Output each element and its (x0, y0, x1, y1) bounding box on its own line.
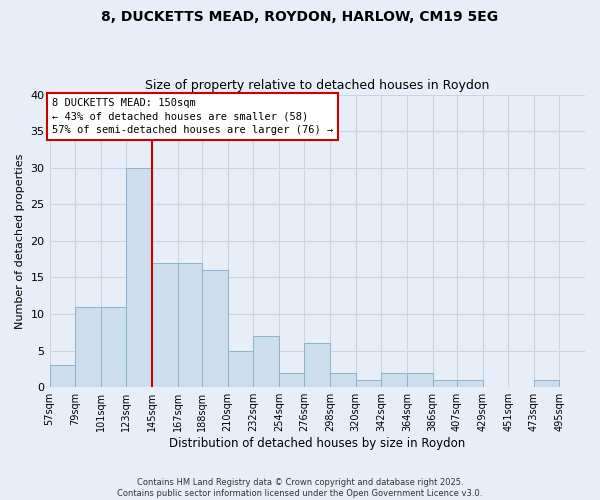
Text: 8 DUCKETTS MEAD: 150sqm
← 43% of detached houses are smaller (58)
57% of semi-de: 8 DUCKETTS MEAD: 150sqm ← 43% of detache… (52, 98, 333, 134)
Text: Contains HM Land Registry data © Crown copyright and database right 2025.
Contai: Contains HM Land Registry data © Crown c… (118, 478, 482, 498)
Bar (381, 372, 407, 387)
Y-axis label: Number of detached properties: Number of detached properties (15, 153, 25, 328)
Bar (356, 380, 381, 387)
Bar (50, 366, 75, 387)
Title: Size of property relative to detached houses in Roydon: Size of property relative to detached ho… (145, 79, 490, 92)
Bar (457, 380, 482, 387)
Bar (433, 380, 457, 387)
Bar (407, 372, 433, 387)
Text: 8, DUCKETTS MEAD, ROYDON, HARLOW, CM19 5EG: 8, DUCKETTS MEAD, ROYDON, HARLOW, CM19 5… (101, 10, 499, 24)
X-axis label: Distribution of detached houses by size in Roydon: Distribution of detached houses by size … (169, 437, 466, 450)
Bar (534, 380, 559, 387)
Bar (253, 336, 279, 387)
Bar (202, 270, 227, 387)
Bar (127, 168, 152, 387)
Bar (279, 372, 304, 387)
Bar (330, 372, 356, 387)
Bar (152, 263, 178, 387)
Bar (101, 306, 127, 387)
Bar (75, 306, 101, 387)
Bar (178, 263, 202, 387)
Bar (227, 350, 253, 387)
Bar (304, 344, 330, 387)
